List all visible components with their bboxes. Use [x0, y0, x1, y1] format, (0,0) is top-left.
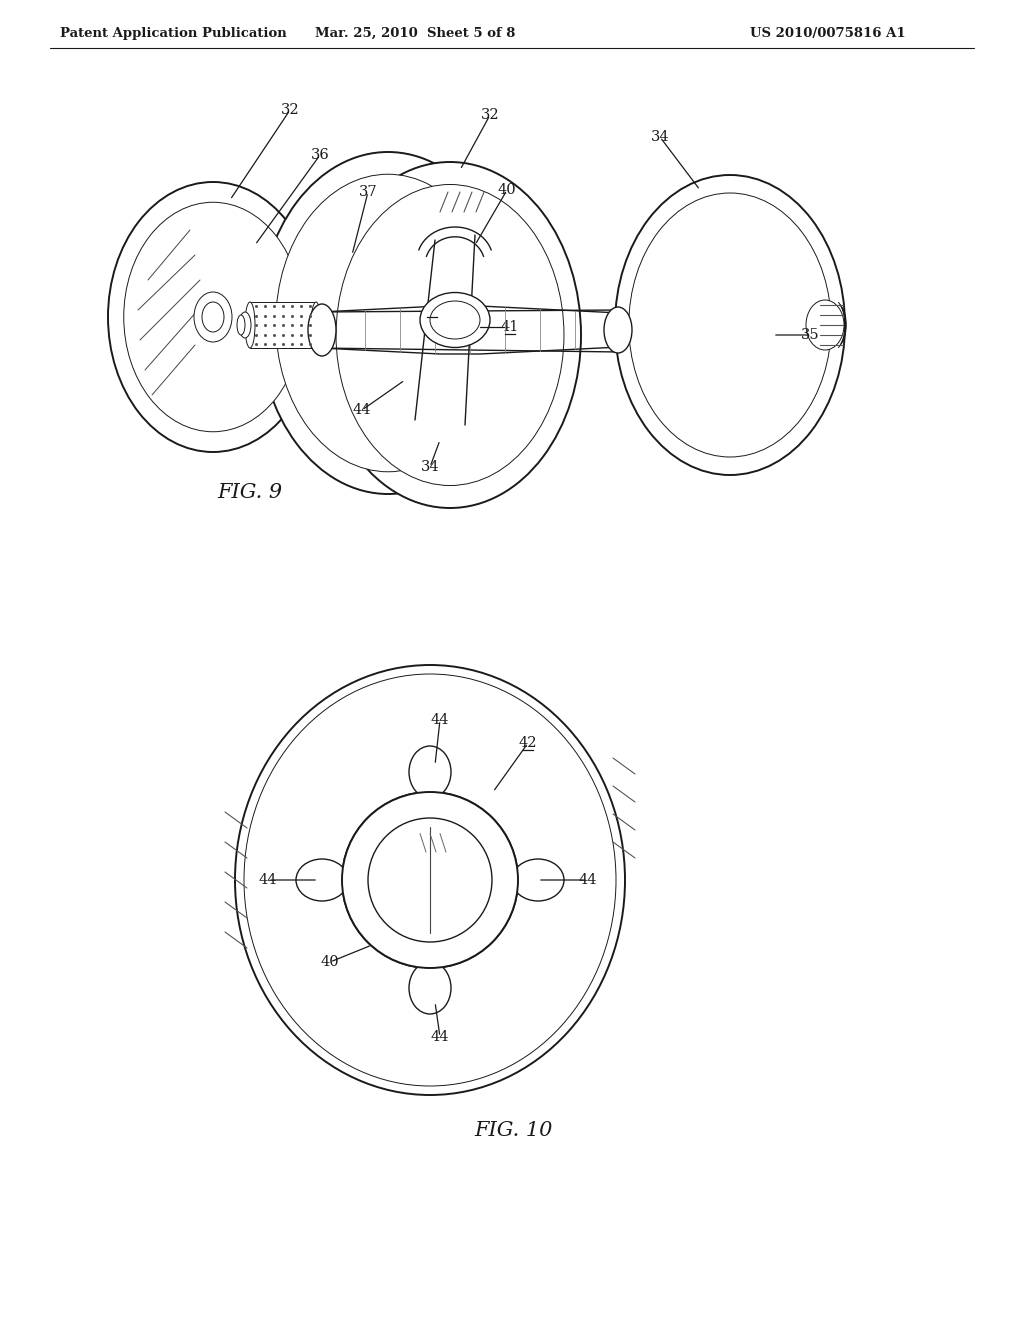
Ellipse shape	[259, 152, 517, 494]
Ellipse shape	[342, 792, 518, 968]
Ellipse shape	[604, 308, 632, 352]
Ellipse shape	[629, 193, 831, 457]
Text: FIG. 10: FIG. 10	[474, 1121, 552, 1139]
Ellipse shape	[342, 792, 518, 968]
Text: Mar. 25, 2010  Sheet 5 of 8: Mar. 25, 2010 Sheet 5 of 8	[314, 26, 515, 40]
Text: 44: 44	[579, 873, 597, 887]
Ellipse shape	[245, 302, 255, 348]
Ellipse shape	[244, 675, 616, 1086]
Ellipse shape	[311, 302, 321, 348]
Ellipse shape	[202, 302, 224, 333]
Ellipse shape	[234, 665, 625, 1096]
Ellipse shape	[194, 292, 232, 342]
Text: 44: 44	[431, 713, 450, 727]
Ellipse shape	[308, 304, 336, 356]
Ellipse shape	[615, 176, 845, 475]
Ellipse shape	[409, 962, 451, 1014]
Text: US 2010/0075816 A1: US 2010/0075816 A1	[750, 26, 905, 40]
Text: 44: 44	[259, 873, 278, 887]
Ellipse shape	[296, 859, 348, 902]
Ellipse shape	[124, 202, 302, 432]
Text: 37: 37	[358, 185, 377, 199]
Text: FIG. 9: FIG. 9	[217, 483, 283, 502]
Ellipse shape	[239, 312, 251, 338]
Ellipse shape	[108, 182, 318, 451]
Text: 32: 32	[480, 108, 500, 121]
Bar	[250, 302, 316, 348]
Ellipse shape	[420, 293, 490, 347]
Ellipse shape	[275, 174, 501, 471]
Text: 42: 42	[519, 737, 538, 750]
Text: Patent Application Publication: Patent Application Publication	[60, 26, 287, 40]
Ellipse shape	[430, 301, 480, 339]
Text: 40: 40	[321, 954, 339, 969]
Ellipse shape	[368, 818, 492, 942]
Text: 34: 34	[421, 459, 439, 474]
Ellipse shape	[409, 746, 451, 799]
Ellipse shape	[806, 300, 844, 350]
Text: 44: 44	[431, 1030, 450, 1044]
Text: 42: 42	[423, 304, 441, 317]
Ellipse shape	[368, 818, 492, 942]
Ellipse shape	[512, 859, 564, 902]
Text: 32: 32	[281, 103, 299, 117]
Text: 36: 36	[310, 148, 330, 162]
Text: 34: 34	[650, 129, 670, 144]
Text: 44: 44	[352, 403, 372, 417]
Ellipse shape	[319, 162, 581, 508]
Ellipse shape	[336, 185, 564, 486]
Text: 35: 35	[801, 327, 819, 342]
Ellipse shape	[237, 315, 245, 335]
Text: 41: 41	[501, 319, 519, 334]
Text: 40: 40	[498, 183, 516, 197]
